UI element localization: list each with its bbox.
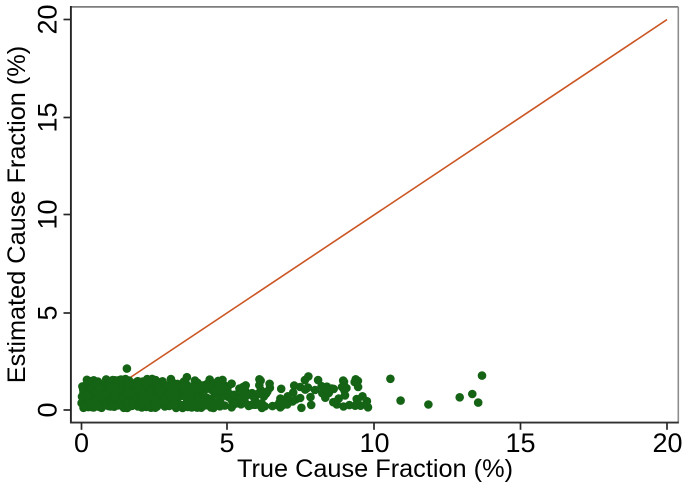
svg-text:10: 10: [359, 428, 389, 458]
svg-text:5: 5: [219, 428, 234, 458]
svg-text:0: 0: [74, 428, 89, 458]
svg-text:0: 0: [33, 402, 63, 417]
svg-text:Estimated Cause Fraction (%): Estimated Cause Fraction (%): [3, 46, 31, 383]
svg-text:20: 20: [33, 4, 63, 34]
svg-text:True Cause Fraction (%): True Cause Fraction (%): [237, 455, 513, 483]
svg-text:15: 15: [505, 428, 535, 458]
svg-text:10: 10: [33, 199, 63, 229]
svg-text:5: 5: [33, 305, 63, 320]
svg-text:20: 20: [652, 428, 682, 458]
svg-text:15: 15: [33, 102, 63, 132]
